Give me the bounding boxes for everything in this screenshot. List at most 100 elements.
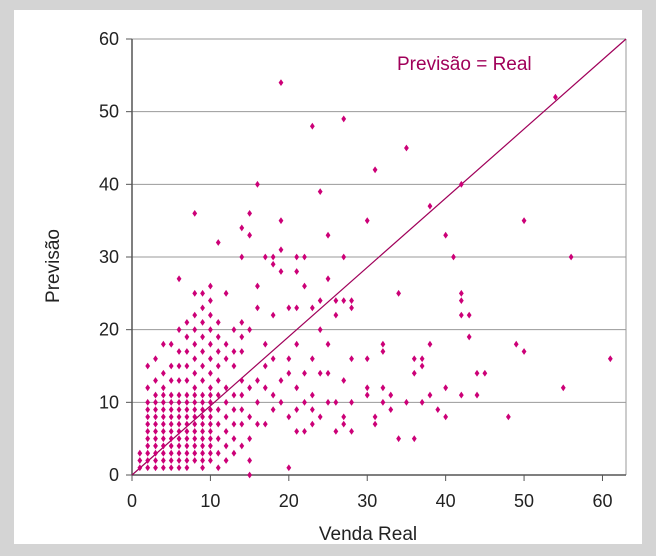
- data-point: [232, 348, 237, 355]
- data-point: [200, 377, 205, 384]
- data-point: [184, 319, 189, 326]
- data-point: [247, 457, 252, 464]
- data-point: [216, 435, 221, 442]
- data-point: [161, 421, 166, 428]
- data-point: [451, 254, 456, 261]
- data-point: [232, 326, 237, 333]
- data-point: [561, 384, 566, 391]
- data-point: [145, 363, 150, 370]
- data-point: [161, 428, 166, 435]
- data-point: [467, 334, 472, 341]
- data-point: [388, 406, 393, 413]
- data-point: [443, 232, 448, 239]
- data-point: [169, 406, 174, 413]
- data-point: [177, 450, 182, 457]
- data-point: [153, 464, 158, 471]
- data-point: [522, 348, 527, 355]
- data-point: [153, 406, 158, 413]
- data-point: [232, 435, 237, 442]
- y-tick-label-50: 50: [99, 102, 119, 122]
- data-point: [396, 290, 401, 297]
- data-point: [294, 406, 299, 413]
- data-point: [192, 457, 197, 464]
- data-point: [326, 275, 331, 282]
- data-point: [184, 450, 189, 457]
- data-point: [177, 413, 182, 420]
- data-point: [153, 377, 158, 384]
- data-point: [161, 370, 166, 377]
- data-point: [184, 399, 189, 406]
- data-point: [208, 355, 213, 362]
- data-point: [200, 304, 205, 311]
- x-tick-label-20: 20: [279, 491, 299, 511]
- data-point: [247, 472, 252, 479]
- data-point: [208, 450, 213, 457]
- data-point: [145, 384, 150, 391]
- data-point: [216, 239, 221, 246]
- data-point: [208, 421, 213, 428]
- data-point: [200, 319, 205, 326]
- data-point: [522, 217, 527, 224]
- data-point: [153, 413, 158, 420]
- data-point: [177, 421, 182, 428]
- data-point: [333, 312, 338, 319]
- data-point: [200, 450, 205, 457]
- data-point: [279, 377, 284, 384]
- data-point: [224, 413, 229, 420]
- data-point: [443, 384, 448, 391]
- data-point: [169, 421, 174, 428]
- data-point: [169, 457, 174, 464]
- data-point: [208, 428, 213, 435]
- data-point: [161, 464, 166, 471]
- data-point: [232, 363, 237, 370]
- data-point: [365, 392, 370, 399]
- x-tick-label-50: 50: [514, 491, 534, 511]
- data-point: [255, 283, 260, 290]
- data-point: [177, 457, 182, 464]
- data-point: [208, 341, 213, 348]
- data-point: [239, 225, 244, 232]
- data-point: [208, 457, 213, 464]
- x-tick-label-30: 30: [357, 491, 377, 511]
- data-point: [310, 123, 315, 130]
- data-point: [381, 384, 386, 391]
- y-tick-label-20: 20: [99, 320, 119, 340]
- data-point: [263, 363, 268, 370]
- data-point: [459, 297, 464, 304]
- data-point: [341, 413, 346, 420]
- data-point: [161, 457, 166, 464]
- data-point: [216, 450, 221, 457]
- data-point: [286, 304, 291, 311]
- x-axis-title: Venda Real: [319, 524, 417, 544]
- data-point: [373, 166, 378, 173]
- data-point: [184, 428, 189, 435]
- data-point: [208, 370, 213, 377]
- tick-labels: 0 10 20 30 40 50 60 0 10 20 30 40 50 60: [99, 29, 613, 511]
- data-point: [192, 399, 197, 406]
- data-point: [310, 421, 315, 428]
- data-point: [153, 421, 158, 428]
- data-point: [184, 443, 189, 450]
- data-point: [161, 341, 166, 348]
- data-point: [216, 363, 221, 370]
- data-point: [208, 413, 213, 420]
- data-point: [200, 290, 205, 297]
- data-point: [475, 370, 480, 377]
- data-point: [208, 443, 213, 450]
- data-point: [294, 384, 299, 391]
- data-point: [326, 370, 331, 377]
- data-point: [459, 290, 464, 297]
- data-point: [271, 312, 276, 319]
- data-point: [184, 363, 189, 370]
- data-point: [247, 232, 252, 239]
- y-tick-label-0: 0: [109, 465, 119, 485]
- data-point: [482, 370, 487, 377]
- reference-line-label: Previsão = Real: [397, 54, 532, 75]
- data-point: [145, 435, 150, 442]
- data-point: [318, 370, 323, 377]
- data-point: [145, 464, 150, 471]
- data-point: [145, 421, 150, 428]
- data-point: [247, 413, 252, 420]
- data-point: [239, 334, 244, 341]
- data-point: [475, 392, 480, 399]
